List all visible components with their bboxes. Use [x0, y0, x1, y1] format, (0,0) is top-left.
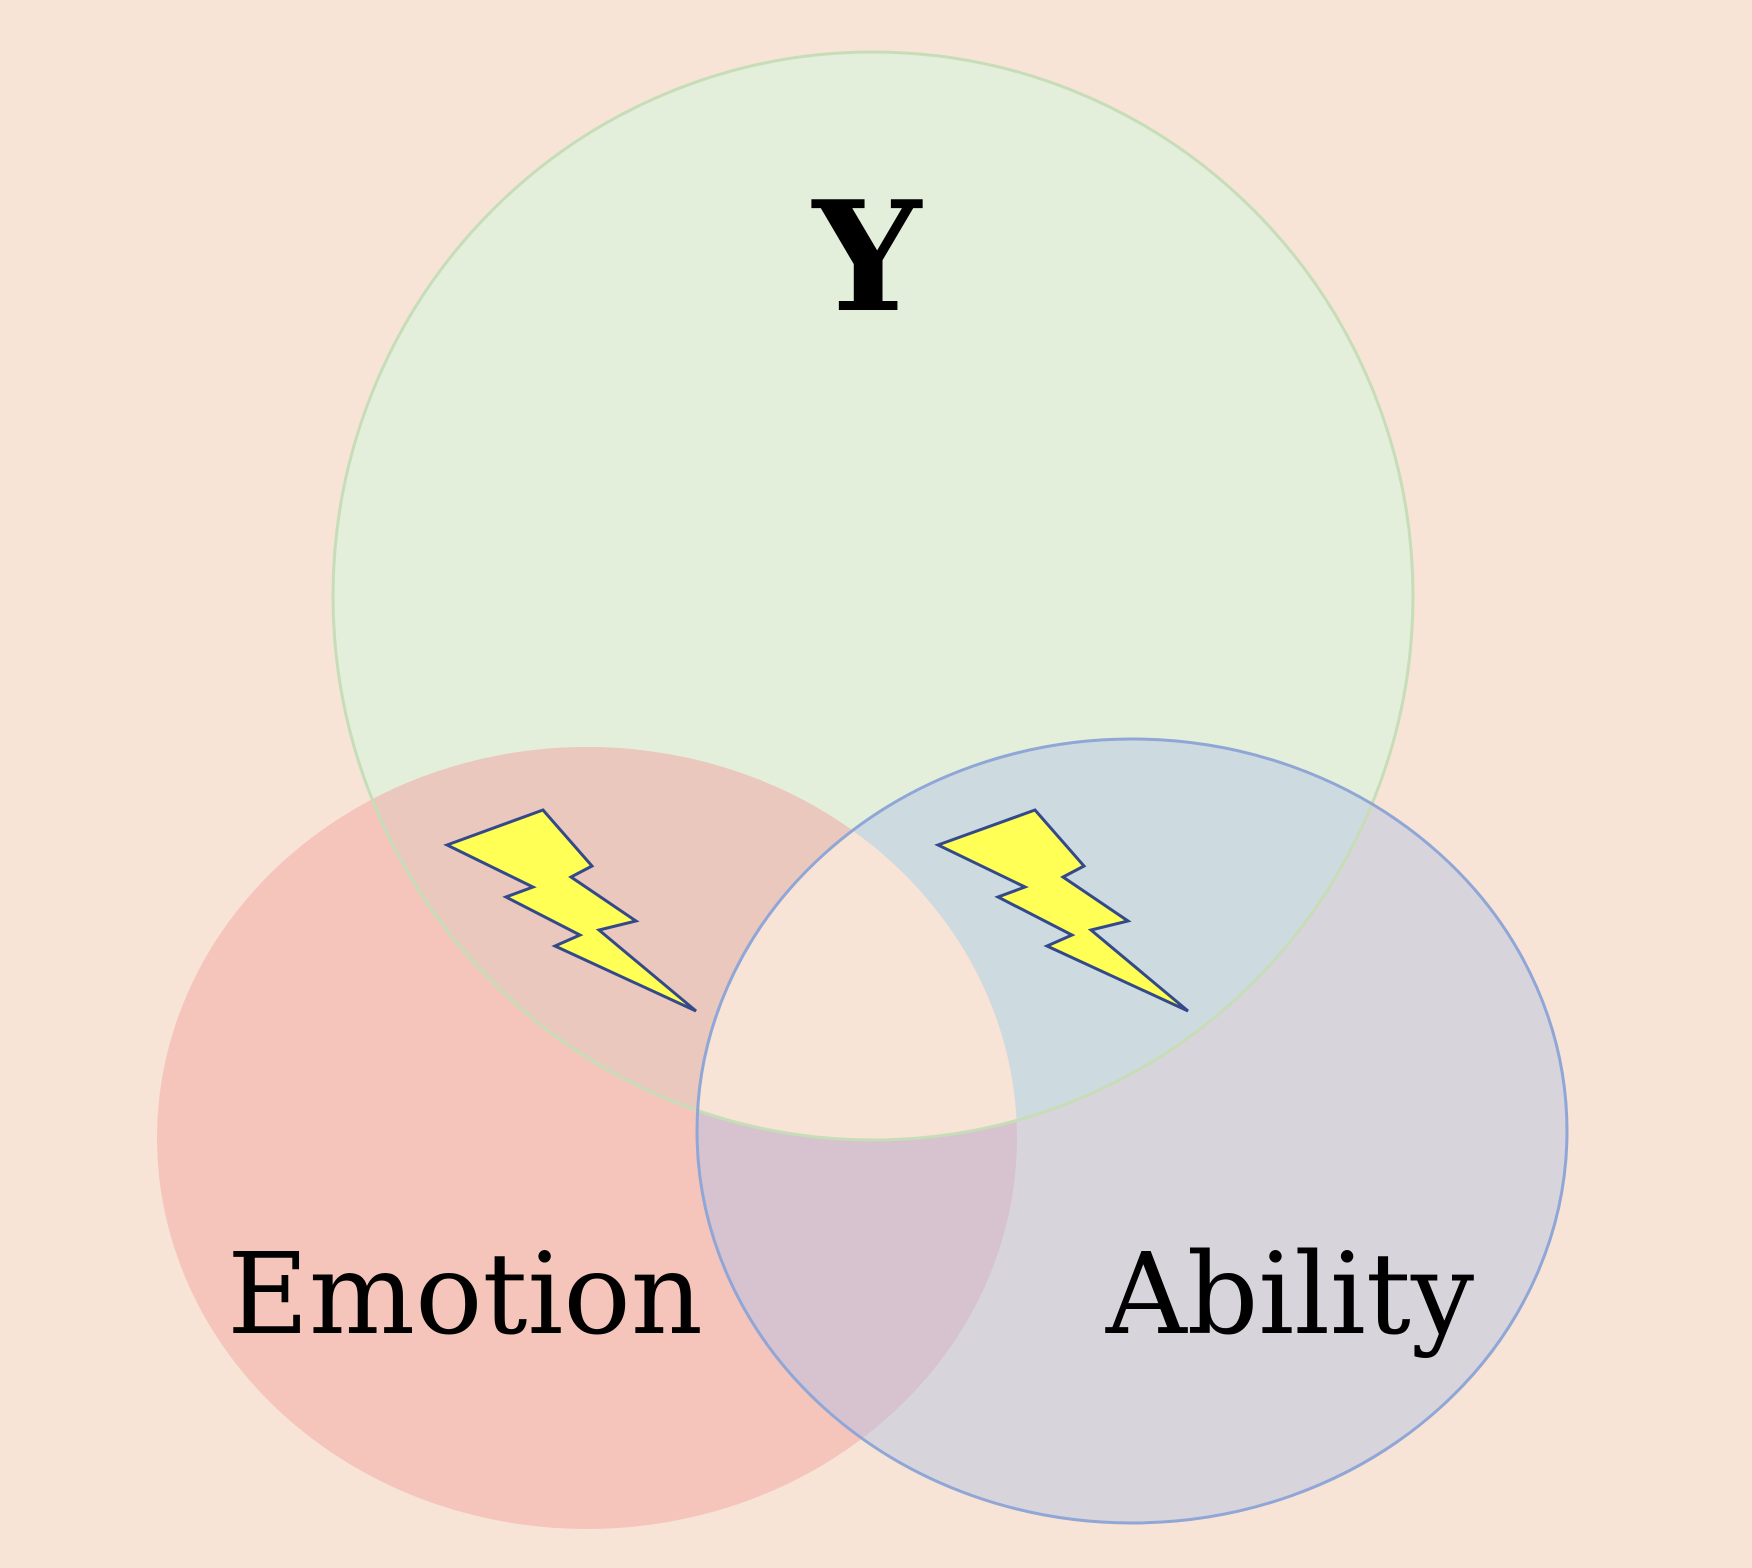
set-ability-outline [695, 737, 1569, 1525]
set-emotion-label: Emotion [227, 1230, 703, 1360]
lightning-bolt-icon [934, 808, 1189, 1013]
lightning-bolt-icon [443, 808, 697, 1013]
set-ability-label: Ability [1105, 1230, 1474, 1360]
overlap-all-three [697, 747, 1017, 1140]
set-y-label: Y [811, 167, 923, 346]
set-y-outline [331, 50, 1415, 1142]
